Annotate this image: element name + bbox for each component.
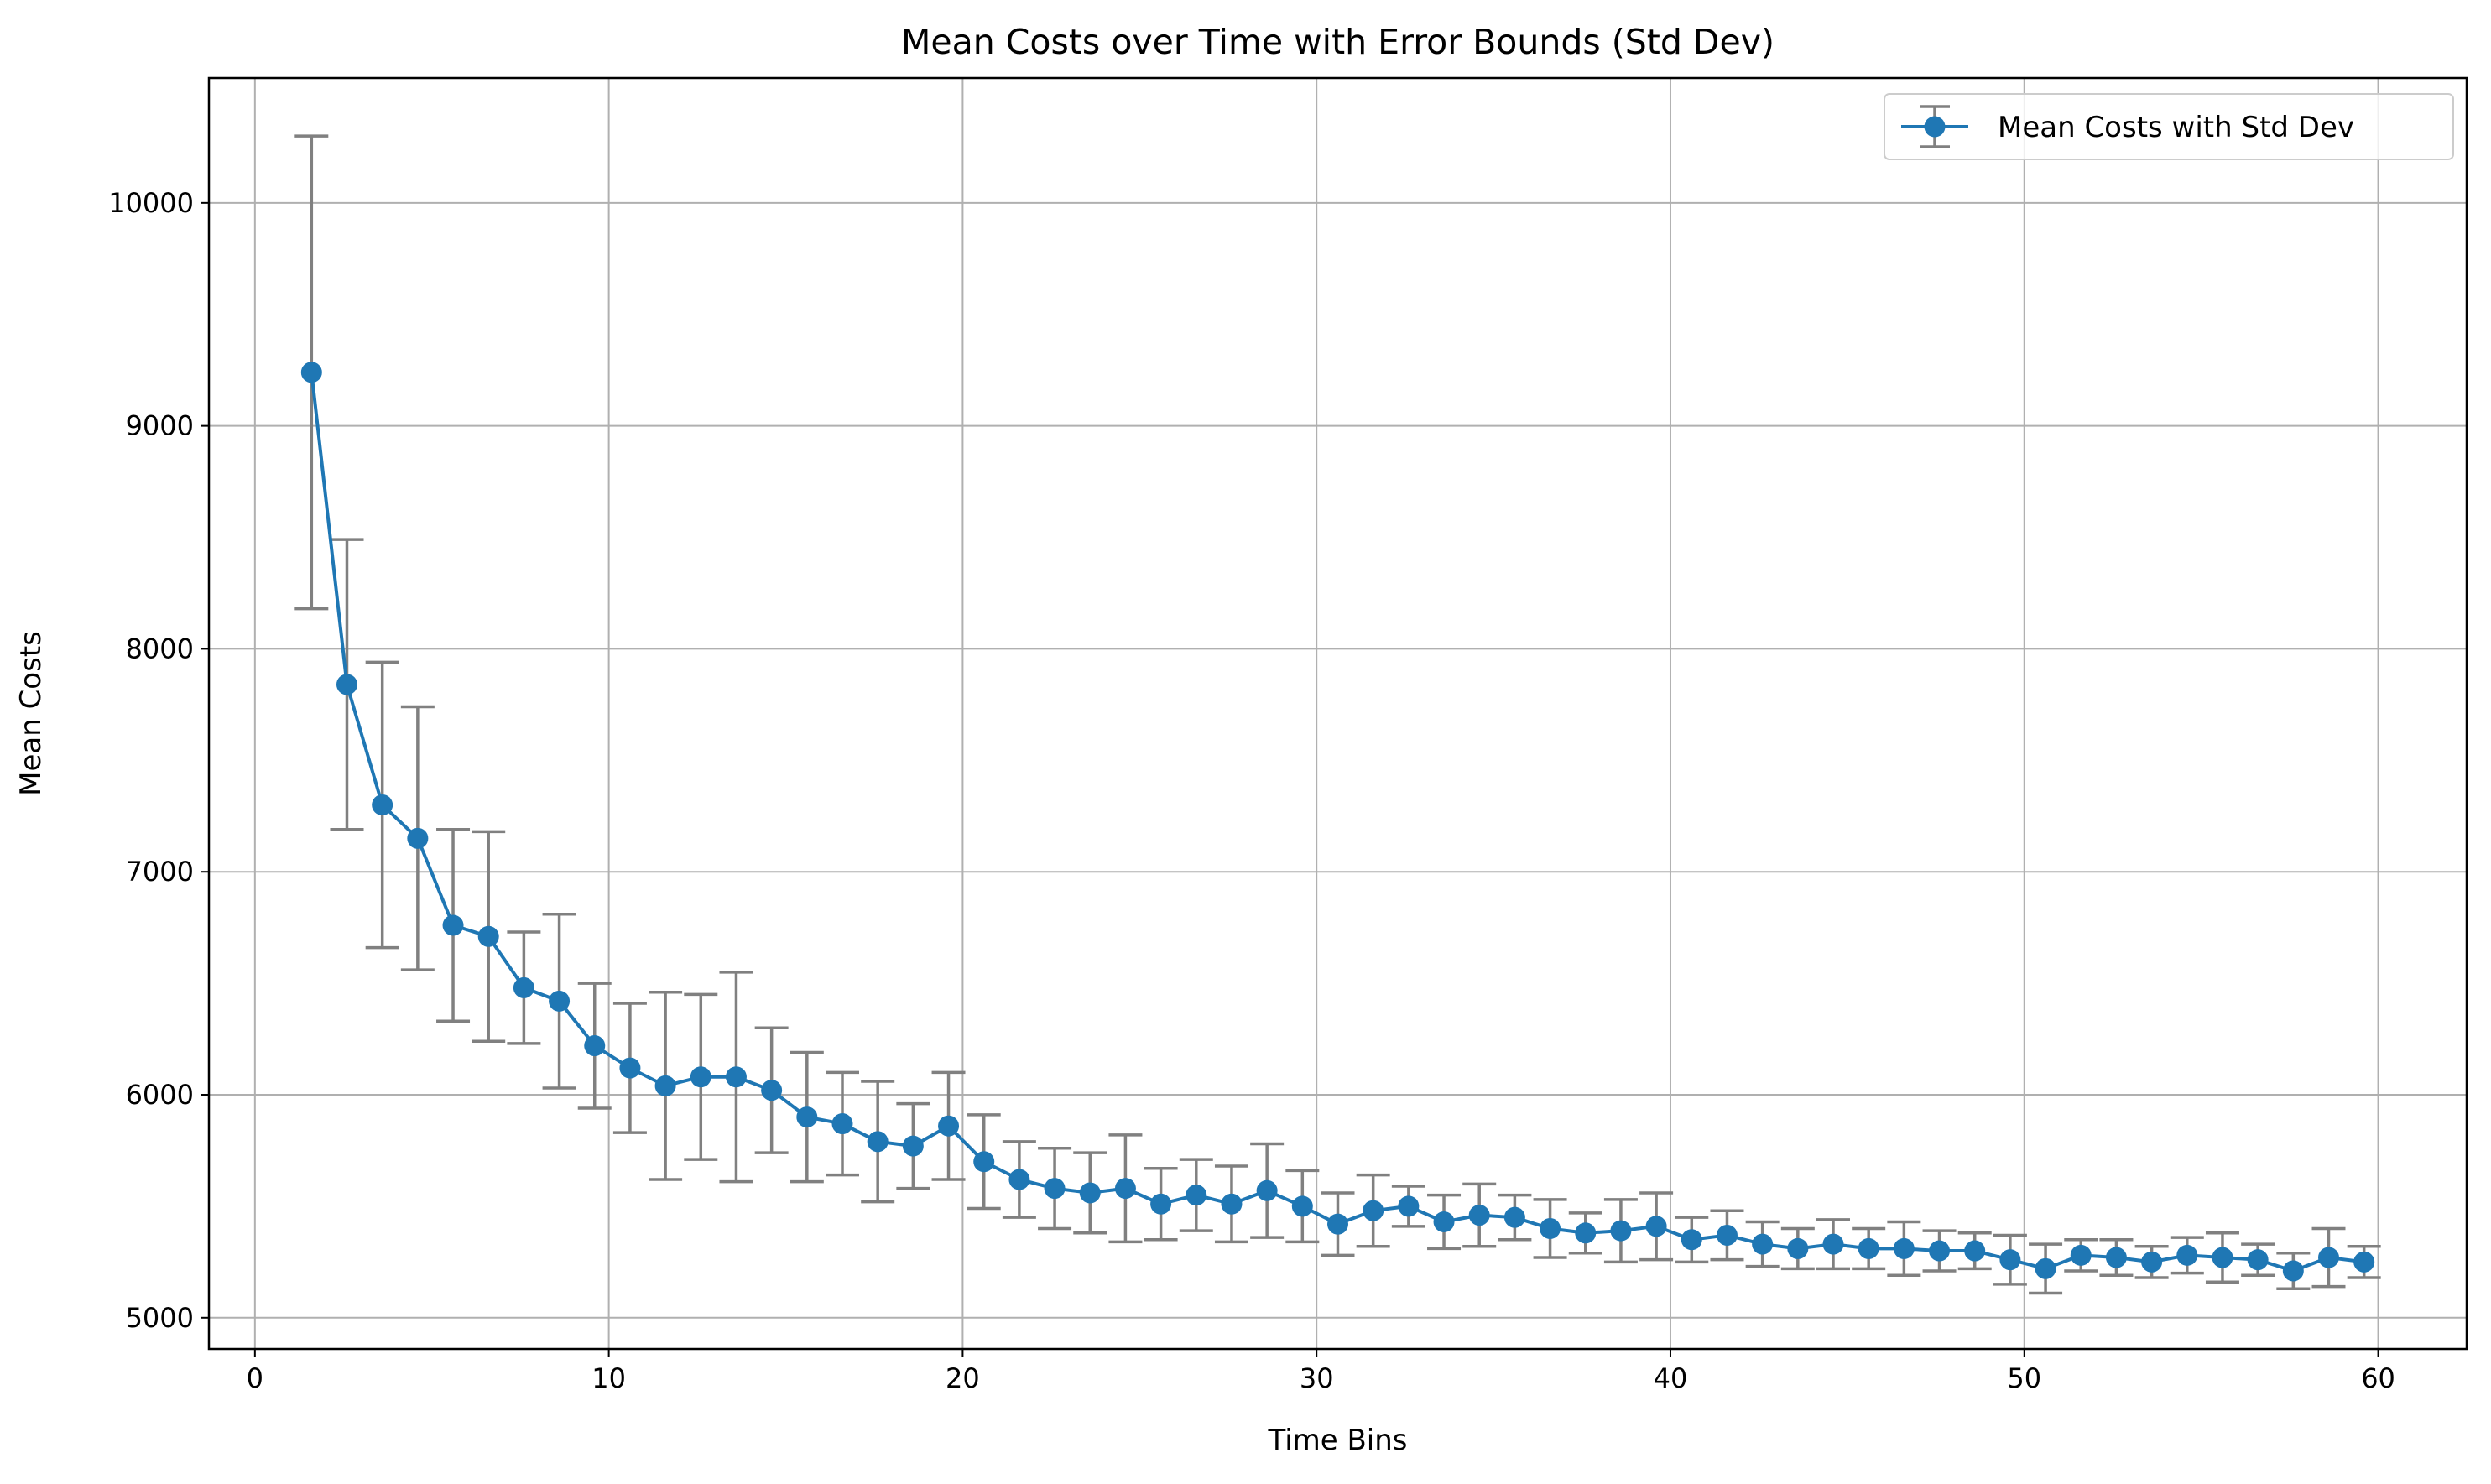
data-point — [725, 1066, 747, 1088]
chart-title: Mean Costs over Time with Error Bounds (… — [901, 22, 1774, 62]
x-tick-label: 60 — [2361, 1362, 2395, 1394]
x-tick-label: 0 — [247, 1362, 263, 1394]
data-point — [2212, 1247, 2233, 1268]
data-point — [1716, 1224, 1738, 1246]
data-point — [2141, 1251, 2163, 1273]
data-point — [1964, 1240, 1986, 1262]
data-point — [477, 925, 499, 947]
data-point — [1610, 1220, 1632, 1242]
data-point — [2105, 1247, 2127, 1268]
axis-ticks: 0 10 20 30 40 50 60 5000 6000 7000 8000 9000 10000 — [108, 187, 2395, 1394]
legend-marker — [1924, 116, 1946, 138]
data-point — [2318, 1247, 2340, 1268]
data-point — [1503, 1206, 1525, 1228]
data-point — [902, 1135, 924, 1157]
legend-label: Mean Costs with Std Dev — [1998, 111, 2354, 144]
data-point — [2247, 1249, 2269, 1271]
data-point — [619, 1057, 641, 1079]
data-point — [372, 794, 393, 815]
data-point — [2353, 1251, 2375, 1273]
y-tick-label: 8000 — [126, 633, 194, 664]
data-point — [1008, 1169, 1030, 1190]
data-point — [1150, 1193, 1172, 1215]
data-point — [1291, 1195, 1313, 1217]
data-point — [2035, 1257, 2056, 1279]
data-point — [1681, 1229, 1702, 1251]
legend: Mean Costs with Std Dev — [1884, 93, 2454, 160]
y-tick-label: 5000 — [126, 1302, 194, 1334]
data-point — [938, 1115, 960, 1137]
x-axis-label: Time Bins — [1267, 1424, 1407, 1457]
data-point — [1999, 1249, 2021, 1271]
plot-frame — [207, 76, 2468, 1351]
data-point — [1858, 1237, 1879, 1259]
data-point — [1398, 1195, 1420, 1217]
data-point — [300, 362, 322, 383]
data-point — [1929, 1240, 1951, 1262]
data-point — [336, 674, 357, 695]
data-point — [2282, 1260, 2304, 1282]
series-markers — [300, 362, 2375, 1282]
x-tick-label: 20 — [946, 1362, 980, 1394]
data-point — [654, 1075, 676, 1096]
y-tick-label: 6000 — [126, 1079, 194, 1111]
data-point — [1468, 1205, 1490, 1226]
x-tick-label: 40 — [1654, 1362, 1688, 1394]
data-point — [1540, 1217, 1561, 1239]
data-point — [2176, 1244, 2198, 1266]
grid — [209, 78, 2467, 1349]
data-point — [831, 1113, 853, 1135]
data-point — [1327, 1213, 1348, 1235]
y-tick-label: 9000 — [126, 410, 194, 442]
data-point — [690, 1066, 711, 1088]
data-point — [1256, 1179, 1278, 1201]
data-point — [407, 827, 429, 849]
data-point — [1787, 1237, 1809, 1259]
data-point — [549, 990, 571, 1012]
data-point — [761, 1080, 783, 1101]
data-point — [1079, 1182, 1101, 1204]
data-point — [1575, 1222, 1597, 1244]
legend-box — [1884, 93, 2454, 160]
data-point — [584, 1035, 606, 1057]
data-point — [513, 976, 534, 998]
data-point — [1186, 1185, 1207, 1206]
data-point — [1114, 1178, 1136, 1200]
x-tick-label: 30 — [1300, 1362, 1334, 1394]
data-point — [1752, 1233, 1774, 1255]
y-tick-label: 10000 — [108, 187, 194, 219]
data-point — [1433, 1211, 1455, 1232]
data-point — [1645, 1216, 1667, 1237]
legend-swatch — [1901, 105, 1968, 148]
y-axis-label: Mean Costs — [14, 631, 48, 796]
data-point — [867, 1131, 889, 1153]
y-tick-label: 7000 — [126, 856, 194, 888]
x-tick-label: 10 — [591, 1362, 626, 1394]
data-point — [442, 914, 464, 936]
data-point — [1363, 1200, 1384, 1221]
data-point — [796, 1106, 818, 1128]
data-point — [1822, 1233, 1844, 1255]
data-point — [1044, 1178, 1066, 1200]
data-point — [973, 1151, 995, 1173]
data-point — [1221, 1193, 1243, 1215]
data-point — [1893, 1237, 1915, 1259]
data-point — [2070, 1244, 2092, 1266]
x-tick-label: 50 — [2007, 1362, 2041, 1394]
